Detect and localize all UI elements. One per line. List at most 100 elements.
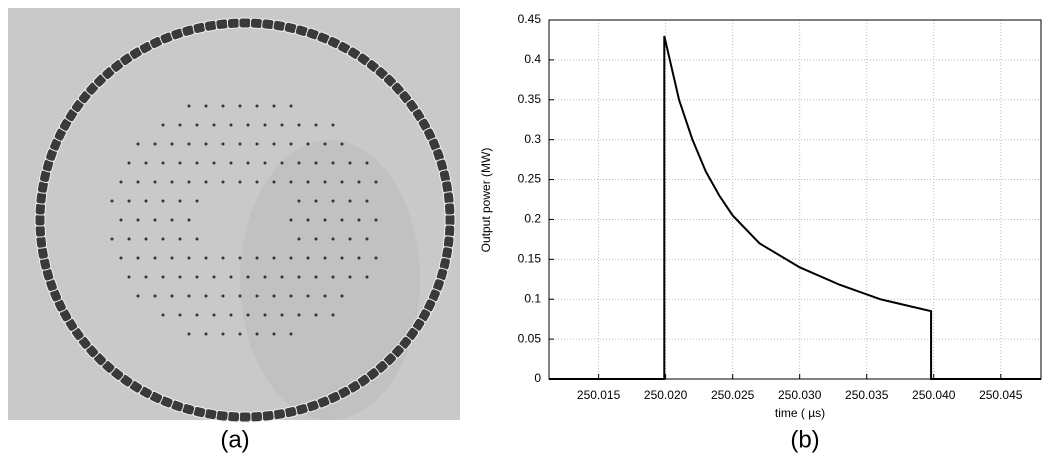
hole xyxy=(255,180,259,184)
hole xyxy=(221,104,225,108)
hole xyxy=(272,256,276,260)
hole xyxy=(314,123,318,127)
hole xyxy=(289,256,293,260)
hole xyxy=(195,199,199,203)
x-tick-label: 250.030 xyxy=(778,388,822,402)
x-axis-label: time ( µs) xyxy=(775,406,825,420)
hole xyxy=(272,294,276,298)
hole xyxy=(221,332,225,336)
hole xyxy=(331,275,335,279)
hole xyxy=(195,275,199,279)
hole xyxy=(178,161,182,165)
hole xyxy=(161,199,165,203)
hole xyxy=(136,294,140,298)
bead xyxy=(238,411,252,423)
hole xyxy=(314,275,318,279)
hole xyxy=(348,199,352,203)
hole xyxy=(161,123,165,127)
data-line xyxy=(549,35,1041,380)
hole xyxy=(323,218,327,222)
bead xyxy=(249,17,264,29)
hole xyxy=(340,180,344,184)
hole xyxy=(221,142,225,146)
hole xyxy=(280,123,284,127)
hole xyxy=(365,237,369,241)
hole xyxy=(238,142,242,146)
y-tick-label: 0.2 xyxy=(524,212,541,226)
hole xyxy=(374,180,378,184)
hole xyxy=(323,180,327,184)
hole xyxy=(119,180,123,184)
hole xyxy=(161,161,165,165)
bead xyxy=(238,17,252,29)
hole xyxy=(212,123,216,127)
hole xyxy=(297,199,301,203)
hole xyxy=(238,294,242,298)
hole xyxy=(127,161,131,165)
hole xyxy=(331,237,335,241)
bead xyxy=(261,409,275,422)
hole xyxy=(195,161,199,165)
y-tick-label: 0 xyxy=(534,371,541,385)
hole xyxy=(170,294,174,298)
hole xyxy=(221,180,225,184)
hole xyxy=(357,180,361,184)
y-tick-label: 0.3 xyxy=(524,132,541,146)
hole xyxy=(374,256,378,260)
hole xyxy=(323,256,327,260)
hole xyxy=(246,313,250,317)
panel-caption: (b) xyxy=(790,426,819,453)
bead xyxy=(444,213,456,227)
hole xyxy=(144,275,148,279)
hole xyxy=(331,199,335,203)
hole xyxy=(272,332,276,336)
x-tick-label: 250.045 xyxy=(979,388,1023,402)
hole xyxy=(255,256,259,260)
hole xyxy=(297,161,301,165)
hole xyxy=(161,237,165,241)
hole xyxy=(195,123,199,127)
hole xyxy=(204,256,208,260)
hole xyxy=(212,161,216,165)
hole xyxy=(314,161,318,165)
hole xyxy=(153,294,157,298)
hole xyxy=(289,294,293,298)
hole xyxy=(289,332,293,336)
x-tick-label: 250.040 xyxy=(912,388,956,402)
hole xyxy=(289,218,293,222)
hole xyxy=(136,218,140,222)
hole xyxy=(178,123,182,127)
bead xyxy=(215,409,229,422)
hole xyxy=(229,161,233,165)
hole xyxy=(357,256,361,260)
hole xyxy=(357,218,361,222)
hole xyxy=(306,180,310,184)
hole xyxy=(144,161,148,165)
hole xyxy=(348,275,352,279)
hole xyxy=(136,180,140,184)
hole xyxy=(170,218,174,222)
hole xyxy=(119,256,123,260)
hole xyxy=(229,275,233,279)
hole xyxy=(306,218,310,222)
y-tick-label: 0.1 xyxy=(524,291,541,305)
hole xyxy=(331,123,335,127)
hole xyxy=(272,180,276,184)
bead xyxy=(226,17,241,29)
hole xyxy=(204,180,208,184)
bead xyxy=(34,213,46,227)
hole xyxy=(170,256,174,260)
hole xyxy=(144,237,148,241)
hole xyxy=(263,275,267,279)
hole xyxy=(238,256,242,260)
hole xyxy=(331,313,335,317)
hole xyxy=(195,313,199,317)
hole xyxy=(119,218,123,222)
hole xyxy=(340,142,344,146)
hole xyxy=(314,313,318,317)
hole xyxy=(306,294,310,298)
hole xyxy=(170,142,174,146)
hole xyxy=(204,142,208,146)
hole xyxy=(314,237,318,241)
hole xyxy=(238,180,242,184)
